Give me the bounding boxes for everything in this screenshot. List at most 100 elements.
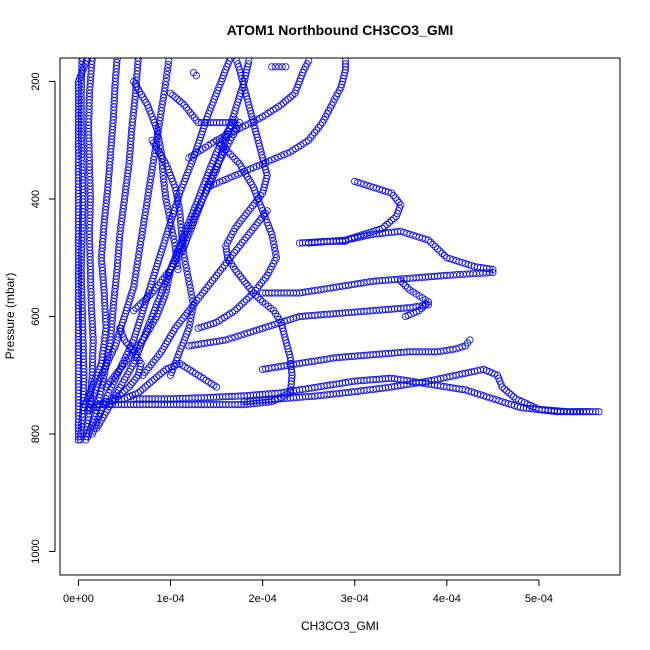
data-point bbox=[190, 114, 198, 122]
data-point bbox=[137, 338, 145, 347]
data-point bbox=[275, 63, 283, 71]
data-point bbox=[287, 377, 296, 385]
data-point bbox=[282, 97, 290, 105]
data-point bbox=[226, 58, 234, 62]
data-point bbox=[234, 244, 242, 252]
data-point bbox=[161, 192, 170, 200]
data-point bbox=[161, 81, 169, 89]
data-point bbox=[162, 289, 170, 297]
data-point bbox=[249, 327, 257, 335]
data-point bbox=[268, 63, 276, 71]
data-point bbox=[240, 298, 248, 306]
data-point bbox=[194, 324, 202, 332]
data-point bbox=[128, 345, 136, 353]
data-point bbox=[401, 312, 409, 321]
data-point bbox=[341, 69, 349, 77]
data-point bbox=[222, 146, 230, 154]
data-point bbox=[184, 106, 192, 114]
data-point bbox=[163, 282, 171, 290]
data-point bbox=[280, 151, 288, 159]
data-point bbox=[213, 271, 221, 279]
data-point bbox=[215, 139, 223, 147]
data-point bbox=[180, 247, 188, 255]
data-point bbox=[231, 155, 239, 163]
data-point bbox=[189, 301, 197, 310]
data-point bbox=[228, 173, 236, 181]
data-point bbox=[417, 304, 426, 312]
data-point bbox=[385, 218, 393, 227]
data-point bbox=[183, 309, 191, 317]
data-point bbox=[146, 379, 154, 387]
data-point bbox=[166, 218, 175, 227]
data-point bbox=[229, 153, 237, 161]
data-point bbox=[226, 150, 234, 158]
data-point bbox=[239, 214, 247, 222]
data-point bbox=[274, 153, 282, 161]
data-point bbox=[238, 300, 246, 308]
data-point bbox=[106, 378, 114, 386]
data-point bbox=[245, 58, 253, 65]
data-point bbox=[132, 304, 140, 312]
data-point bbox=[240, 236, 248, 244]
data-point bbox=[163, 285, 171, 294]
data-point bbox=[507, 400, 515, 409]
data-point bbox=[248, 226, 256, 234]
data-point bbox=[188, 307, 196, 316]
data-point bbox=[182, 260, 190, 269]
data-point bbox=[284, 95, 292, 103]
data-point bbox=[238, 275, 246, 283]
data-point bbox=[412, 232, 420, 240]
data-point bbox=[504, 399, 512, 408]
data-point bbox=[173, 262, 182, 270]
data-point bbox=[283, 149, 291, 157]
data-point bbox=[181, 257, 189, 265]
data-point bbox=[282, 63, 290, 71]
data-point bbox=[166, 89, 175, 97]
data-point bbox=[134, 302, 142, 310]
x-tick-label: 4e-04 bbox=[433, 593, 461, 605]
data-point bbox=[147, 361, 155, 369]
data-point bbox=[149, 358, 157, 366]
data-point bbox=[180, 250, 188, 258]
data-point bbox=[261, 274, 269, 282]
data-point bbox=[168, 225, 176, 233]
data-point bbox=[286, 93, 294, 101]
data-point bbox=[165, 208, 173, 216]
data-points bbox=[74, 58, 603, 444]
data-point bbox=[250, 223, 258, 232]
data-point bbox=[139, 298, 147, 306]
data-point bbox=[278, 63, 286, 71]
data-point bbox=[256, 295, 264, 304]
data-point bbox=[168, 368, 176, 376]
data-point bbox=[270, 244, 279, 252]
data-point bbox=[188, 111, 196, 119]
data-point bbox=[129, 378, 137, 386]
y-tick-label: 1000 bbox=[30, 539, 42, 563]
data-point bbox=[338, 237, 347, 245]
data-point bbox=[288, 368, 296, 376]
data-point bbox=[247, 204, 255, 212]
data-point bbox=[395, 198, 403, 207]
data-point bbox=[287, 383, 295, 391]
data-point bbox=[164, 279, 172, 287]
data-point bbox=[433, 245, 442, 253]
data-point bbox=[341, 63, 350, 71]
data-point bbox=[113, 58, 121, 63]
data-point bbox=[157, 369, 165, 377]
data-point bbox=[88, 58, 96, 65]
data-point bbox=[257, 279, 265, 287]
data-point bbox=[104, 380, 112, 388]
data-point bbox=[341, 66, 350, 74]
data-point bbox=[186, 317, 194, 326]
data-point bbox=[245, 293, 253, 301]
data-point bbox=[278, 321, 286, 329]
data-point bbox=[113, 58, 121, 67]
data-point bbox=[134, 389, 142, 397]
data-point bbox=[248, 286, 256, 295]
data-point bbox=[288, 374, 296, 382]
data-point bbox=[173, 193, 181, 201]
data-point bbox=[123, 385, 131, 393]
x-tick-label: 5e-04 bbox=[525, 593, 553, 605]
data-point bbox=[134, 58, 142, 65]
data-point bbox=[268, 156, 276, 164]
